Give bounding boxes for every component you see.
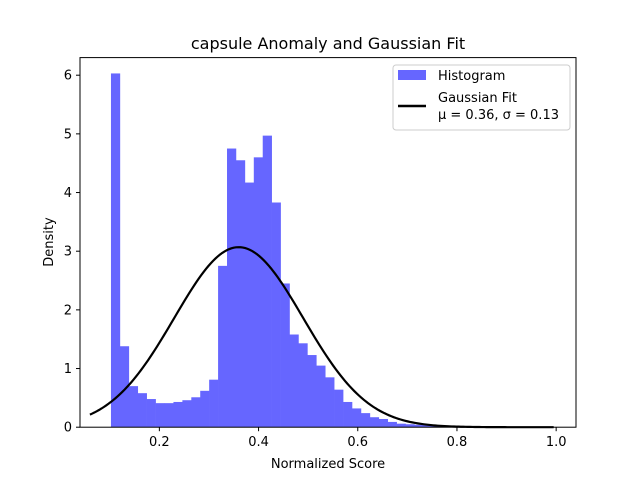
histogram-bar	[334, 389, 344, 428]
histogram-bar	[352, 408, 362, 428]
histogram-bar	[316, 365, 326, 428]
histogram-bar	[128, 386, 139, 428]
y-tick-label: 5	[64, 127, 72, 142]
plot-area	[89, 73, 554, 429]
x-axis-label: Normalized Score	[271, 457, 385, 472]
histogram-bar	[218, 265, 228, 428]
histogram-bar	[146, 399, 156, 428]
y-tick-label: 1	[64, 362, 72, 377]
histogram-bar	[191, 397, 201, 428]
y-tick-label: 0	[64, 421, 72, 436]
histogram-bar	[244, 182, 255, 428]
histogram-bar	[405, 424, 415, 428]
x-tick-label: 0.4	[248, 435, 269, 450]
legend-box	[392, 64, 571, 131]
histogram-bar	[182, 400, 192, 428]
x-axis: 0.2 0.4 0.6 0.8 1.0	[149, 427, 567, 450]
histogram-bar	[298, 343, 308, 428]
histogram-bar	[209, 379, 219, 428]
legend-fit-params: μ = 0.36, σ = 0.13	[438, 108, 559, 123]
legend-fit-label: Gaussian Fit	[438, 91, 517, 106]
x-tick-label: 0.8	[447, 435, 468, 450]
x-tick-label: 0.6	[347, 435, 368, 450]
chart-title: capsule Anomaly and Gaussian Fit	[191, 34, 465, 53]
histogram-bar	[137, 393, 147, 428]
histogram-bar	[289, 334, 299, 428]
histogram-bar	[396, 423, 406, 428]
y-tick-label: 3	[64, 245, 72, 260]
y-axis-label: Density	[42, 217, 57, 267]
legend-histogram-label: Histogram	[438, 69, 505, 84]
histogram-bar	[200, 390, 210, 428]
histogram-bar	[155, 403, 165, 428]
histogram-bar	[378, 418, 389, 428]
histogram-bar	[360, 413, 371, 428]
histogram-bar	[235, 160, 246, 428]
y-tick-label: 4	[64, 186, 72, 201]
histogram-bar	[110, 73, 121, 428]
histogram-bar	[173, 401, 183, 428]
axes-frame	[79, 57, 577, 428]
x-tick-label: 0.2	[149, 435, 170, 450]
legend-histogram-swatch	[398, 70, 426, 80]
y-axis: 0 1 2 3 4 5 6	[64, 69, 80, 436]
histogram-bar	[414, 424, 424, 428]
histogram-bar	[307, 355, 317, 428]
y-tick-label: 2	[64, 303, 72, 318]
x-tick-label: 1.0	[546, 435, 567, 450]
histogram-bar	[119, 346, 130, 428]
histogram-bar	[280, 283, 290, 428]
histogram-bar	[271, 202, 281, 428]
histogram-bar	[423, 425, 433, 428]
histogram-bar	[325, 377, 335, 428]
legend: Histogram Gaussian Fit μ = 0.36, σ = 0.1…	[392, 64, 571, 131]
histogram-bar	[369, 417, 380, 428]
histogram-bar	[227, 148, 237, 428]
y-tick-label: 6	[64, 69, 72, 84]
histogram-bar	[253, 157, 264, 428]
histogram-bar	[387, 421, 397, 428]
histogram-bar	[343, 401, 353, 428]
histogram-bar	[262, 135, 272, 428]
histogram-bar	[164, 403, 174, 428]
